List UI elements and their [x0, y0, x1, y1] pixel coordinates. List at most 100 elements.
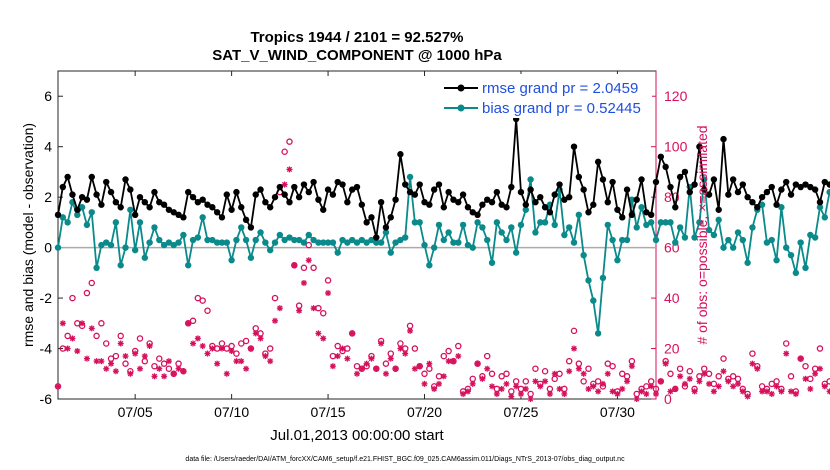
obs-assimilated-point — [55, 383, 61, 390]
bias-series-point — [324, 239, 332, 246]
bias-series-point — [368, 236, 375, 244]
obs-possible-point — [705, 370, 713, 378]
bias-series-point — [643, 221, 650, 229]
obs-assimilated-point — [382, 370, 389, 377]
rmse-series-point — [103, 178, 110, 186]
chart-title-line1: Tropics 1944 / 2101 = 92.527% — [250, 29, 463, 46]
rmse-series-point — [734, 188, 742, 196]
obs-assimilated-point — [247, 345, 254, 352]
bias-series-point — [266, 246, 274, 254]
bias-series-point — [614, 257, 621, 264]
bias-series-point — [797, 239, 804, 246]
bias-series-point — [450, 239, 457, 246]
rmse-series-point — [281, 191, 288, 198]
rmse-series-point — [204, 201, 211, 208]
bias-series-point — [469, 244, 476, 251]
obs-assimilated-point — [363, 360, 370, 367]
bias-series-point — [430, 244, 438, 251]
rmse-series-point — [402, 181, 409, 188]
bias-series-point — [426, 262, 433, 269]
bias-series-point — [807, 231, 814, 239]
bias-series-point — [156, 236, 163, 244]
obs-possible-point — [618, 370, 626, 378]
obs-assimilated-point — [580, 370, 587, 377]
rmse-series-point — [117, 204, 124, 211]
obs-possible-point — [93, 332, 100, 340]
rmse-series-point — [257, 186, 264, 193]
obs-possible-point — [233, 350, 240, 357]
obs-assimilated-point — [194, 335, 201, 342]
bias-series-point — [185, 262, 192, 269]
obs-assimilated-point — [797, 355, 804, 362]
bias-series-point — [594, 330, 602, 337]
rmse-series-point — [811, 186, 819, 193]
obs-possible-point — [565, 357, 573, 365]
obs-possible-point — [305, 241, 313, 249]
rmse-series-point — [488, 199, 496, 206]
rmse-series-point — [561, 196, 568, 203]
obs-assimilated-point — [657, 378, 664, 385]
bias-series-point — [64, 219, 71, 226]
rmse-series-point — [590, 201, 597, 208]
bias-series-point — [175, 239, 182, 246]
obs-assimilated-point — [778, 388, 785, 395]
obs-assimilated-point — [354, 370, 360, 377]
rmse-series-point — [532, 199, 539, 206]
obs-possible-point — [816, 345, 824, 352]
rmse-series-point — [74, 206, 81, 213]
obs-assimilated-point — [440, 373, 447, 380]
obs-assimilated-point — [469, 380, 476, 387]
bias-series-point — [628, 196, 636, 203]
rmse-series-point — [517, 188, 525, 196]
rmse-series-point — [445, 188, 452, 196]
bias-series-point — [696, 219, 703, 226]
bias-series-point — [710, 231, 718, 239]
bias-series-point — [329, 239, 337, 246]
obs-assimilated-point — [696, 378, 703, 385]
obs-possible-point — [324, 277, 332, 284]
rmse-series-point — [382, 224, 390, 231]
obs-assimilated-point — [243, 365, 250, 372]
obs-assimilated-point — [783, 350, 790, 357]
obs-assimilated-point — [479, 375, 486, 382]
bias-series-point — [744, 259, 751, 266]
obs-assimilated-point — [455, 353, 462, 360]
obs-assimilated-point — [170, 370, 177, 377]
obs-assimilated-point — [537, 383, 544, 390]
obs-possible-point — [445, 347, 452, 355]
rmse-series-point — [276, 183, 284, 191]
bias-series-point — [392, 239, 399, 246]
obs-assimilated-point — [532, 378, 539, 385]
bias-series-point — [720, 244, 727, 251]
rmse-series-point — [209, 204, 216, 211]
rmse-series-point — [604, 199, 611, 206]
obs-assimilated-point — [566, 368, 573, 375]
obs-assimilated-point — [407, 327, 414, 334]
bias-series-point — [300, 239, 308, 246]
rmse-series-point — [233, 188, 240, 196]
bias-series-point — [377, 239, 385, 246]
bias-series-point — [262, 239, 269, 246]
obs-assimilated-point — [489, 383, 496, 390]
rmse-series-point — [614, 206, 621, 213]
rmse-series-point — [329, 191, 337, 198]
rmse-series-point — [551, 191, 558, 198]
bias-series-point — [271, 239, 279, 246]
bias-series-point — [672, 239, 679, 246]
obs-possible-point — [734, 375, 742, 383]
rmse-series-point — [223, 191, 230, 198]
obs-assimilated-point — [223, 370, 230, 377]
obs-possible-point — [112, 352, 120, 360]
y-right-tick-label: 20 — [664, 341, 680, 357]
obs-assimilated-point — [291, 262, 298, 269]
bias-series-point — [667, 219, 674, 226]
obs-assimilated-point — [759, 388, 766, 395]
bias-series-point — [363, 239, 370, 246]
obs-assimilated-point — [209, 345, 216, 352]
rmse-series-point — [479, 201, 486, 208]
rmse-series-point — [228, 206, 235, 213]
obs-possible-point — [686, 367, 694, 375]
rmse-series-point — [93, 191, 100, 198]
bias-series-point — [257, 229, 264, 236]
rmse-series-point — [165, 206, 173, 213]
